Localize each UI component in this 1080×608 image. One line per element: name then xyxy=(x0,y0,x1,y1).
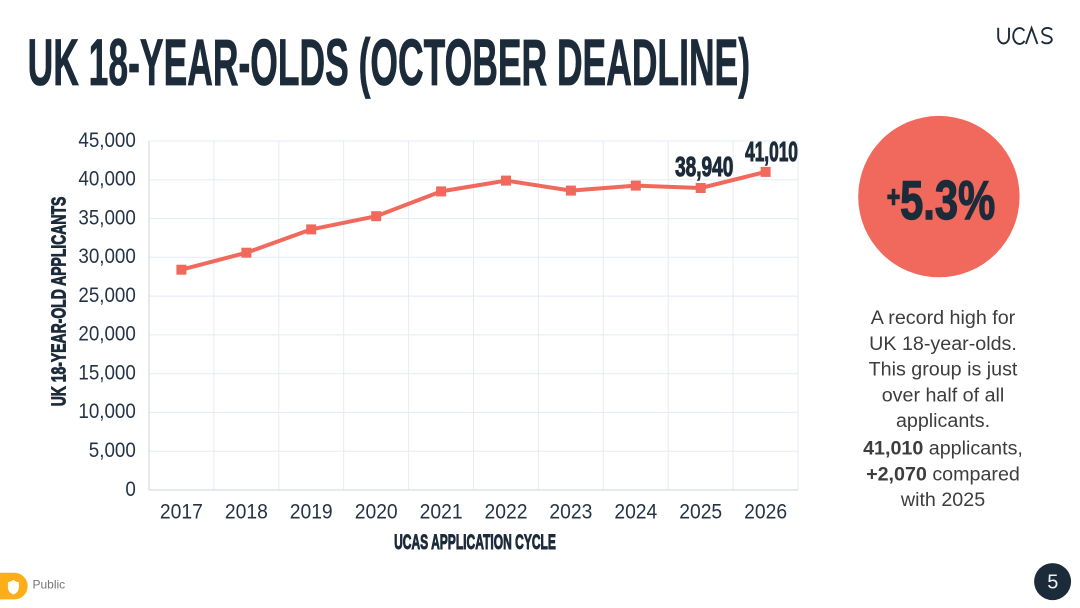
svg-text:2022: 2022 xyxy=(485,501,528,524)
svg-text:with 2025: with 2025 xyxy=(900,489,985,511)
svg-text:+2,070 compared: +2,070 compared xyxy=(866,463,1020,485)
svg-text:2024: 2024 xyxy=(614,501,657,524)
svg-text:Public: Public xyxy=(33,578,66,592)
svg-text:This group is just: This group is just xyxy=(869,359,1018,381)
svg-text:UK 18-YEAR-OLD APPLICANTS: UK 18-YEAR-OLD APPLICANTS xyxy=(47,197,70,407)
svg-text:UCAS APPLICATION CYCLE: UCAS APPLICATION CYCLE xyxy=(394,529,556,554)
svg-text:2017: 2017 xyxy=(160,501,203,524)
svg-text:2018: 2018 xyxy=(225,501,268,524)
svg-text:A record high for: A record high for xyxy=(871,307,1016,329)
svg-text:38,940: 38,940 xyxy=(675,151,733,183)
svg-text:applicants.: applicants. xyxy=(896,410,990,432)
svg-text:20,000: 20,000 xyxy=(78,323,135,346)
svg-text:+5.3%: +5.3% xyxy=(887,171,995,232)
svg-text:41,010: 41,010 xyxy=(745,136,798,167)
svg-text:25,000: 25,000 xyxy=(78,284,135,307)
svg-text:2020: 2020 xyxy=(355,501,398,524)
svg-text:0: 0 xyxy=(125,478,135,501)
svg-text:30,000: 30,000 xyxy=(78,245,135,268)
svg-text:2026: 2026 xyxy=(744,501,787,524)
svg-text:35,000: 35,000 xyxy=(78,206,135,229)
svg-text:2021: 2021 xyxy=(420,501,463,524)
svg-text:5: 5 xyxy=(1047,572,1058,594)
svg-text:UK 18-year-olds.: UK 18-year-olds. xyxy=(869,333,1017,355)
svg-text:UK 18-YEAR-OLDS (OCTOBER DEADL: UK 18-YEAR-OLDS (OCTOBER DEADLINE) xyxy=(28,27,750,101)
svg-text:2025: 2025 xyxy=(679,501,722,524)
svg-text:45,000: 45,000 xyxy=(78,129,135,152)
svg-text:15,000: 15,000 xyxy=(78,362,135,385)
svg-text:5,000: 5,000 xyxy=(89,439,136,462)
svg-text:over half of all: over half of all xyxy=(882,384,1005,406)
svg-text:41,010 applicants,: 41,010 applicants, xyxy=(863,438,1023,460)
svg-text:2019: 2019 xyxy=(290,501,333,524)
svg-text:10,000: 10,000 xyxy=(78,400,135,423)
svg-text:2023: 2023 xyxy=(549,501,592,524)
svg-text:40,000: 40,000 xyxy=(78,168,135,191)
